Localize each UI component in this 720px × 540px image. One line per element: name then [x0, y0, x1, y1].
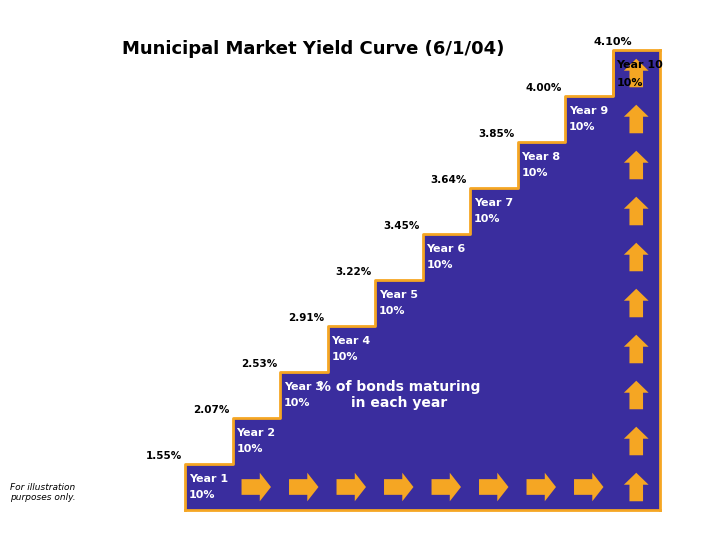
Text: % of bonds maturing
in each year: % of bonds maturing in each year: [317, 380, 480, 410]
FancyArrow shape: [624, 197, 649, 225]
FancyArrow shape: [624, 427, 649, 455]
FancyArrow shape: [624, 335, 649, 363]
Text: Year 1: Year 1: [189, 474, 228, 484]
Bar: [518, 142, 660, 510]
Text: 10%: 10%: [379, 306, 405, 316]
Text: For illustration
purposes only.: For illustration purposes only.: [10, 483, 76, 502]
Text: 10%: 10%: [616, 78, 643, 88]
Text: 3.85%: 3.85%: [478, 129, 515, 139]
Text: 4.00%: 4.00%: [526, 83, 562, 93]
Text: 10%: 10%: [474, 214, 500, 224]
Bar: [233, 418, 660, 510]
Text: 10%: 10%: [189, 490, 215, 500]
Text: Year 10: Year 10: [616, 60, 663, 70]
Text: Year 8: Year 8: [521, 152, 561, 161]
Text: Year 9: Year 9: [569, 106, 608, 116]
Text: 3.64%: 3.64%: [431, 175, 467, 185]
Bar: [423, 234, 660, 510]
FancyArrow shape: [624, 472, 649, 501]
FancyArrow shape: [336, 472, 366, 501]
Text: 3.22%: 3.22%: [336, 267, 372, 277]
Text: 10%: 10%: [284, 399, 310, 408]
FancyArrow shape: [624, 243, 649, 271]
Text: Year 2: Year 2: [236, 428, 276, 438]
Bar: [328, 326, 660, 510]
Text: Year 6: Year 6: [426, 244, 466, 254]
FancyArrow shape: [431, 472, 461, 501]
Text: 2.91%: 2.91%: [289, 313, 325, 323]
FancyArrow shape: [624, 59, 649, 87]
Bar: [565, 96, 660, 510]
Bar: [613, 50, 660, 510]
Text: Municipal Market Yield Curve (6/1/04): Municipal Market Yield Curve (6/1/04): [122, 39, 505, 58]
Text: 4.10%: 4.10%: [593, 37, 632, 47]
Text: 10%: 10%: [236, 444, 263, 454]
Text: 3.45%: 3.45%: [383, 221, 420, 231]
Bar: [375, 280, 660, 510]
FancyArrow shape: [624, 105, 649, 133]
FancyArrow shape: [624, 151, 649, 179]
FancyArrow shape: [624, 381, 649, 409]
FancyArrow shape: [384, 472, 413, 501]
Text: Year 7: Year 7: [474, 198, 513, 208]
FancyArrow shape: [624, 289, 649, 318]
FancyArrow shape: [241, 472, 271, 501]
Text: 10%: 10%: [569, 122, 595, 132]
Text: Year 4: Year 4: [331, 336, 371, 346]
Bar: [185, 464, 660, 510]
Text: 10%: 10%: [426, 260, 453, 271]
Bar: [280, 372, 660, 510]
Text: 10%: 10%: [331, 352, 358, 362]
FancyArrow shape: [289, 472, 318, 501]
Text: 2.53%: 2.53%: [240, 359, 277, 369]
Text: 10%: 10%: [521, 168, 548, 178]
FancyArrow shape: [526, 472, 556, 501]
Bar: [470, 188, 660, 510]
FancyArrow shape: [479, 472, 508, 501]
Text: Year 3: Year 3: [284, 382, 323, 392]
Text: 2.07%: 2.07%: [193, 405, 230, 415]
Text: 1.55%: 1.55%: [145, 451, 182, 461]
FancyArrow shape: [574, 472, 603, 501]
Text: Year 5: Year 5: [379, 290, 418, 300]
